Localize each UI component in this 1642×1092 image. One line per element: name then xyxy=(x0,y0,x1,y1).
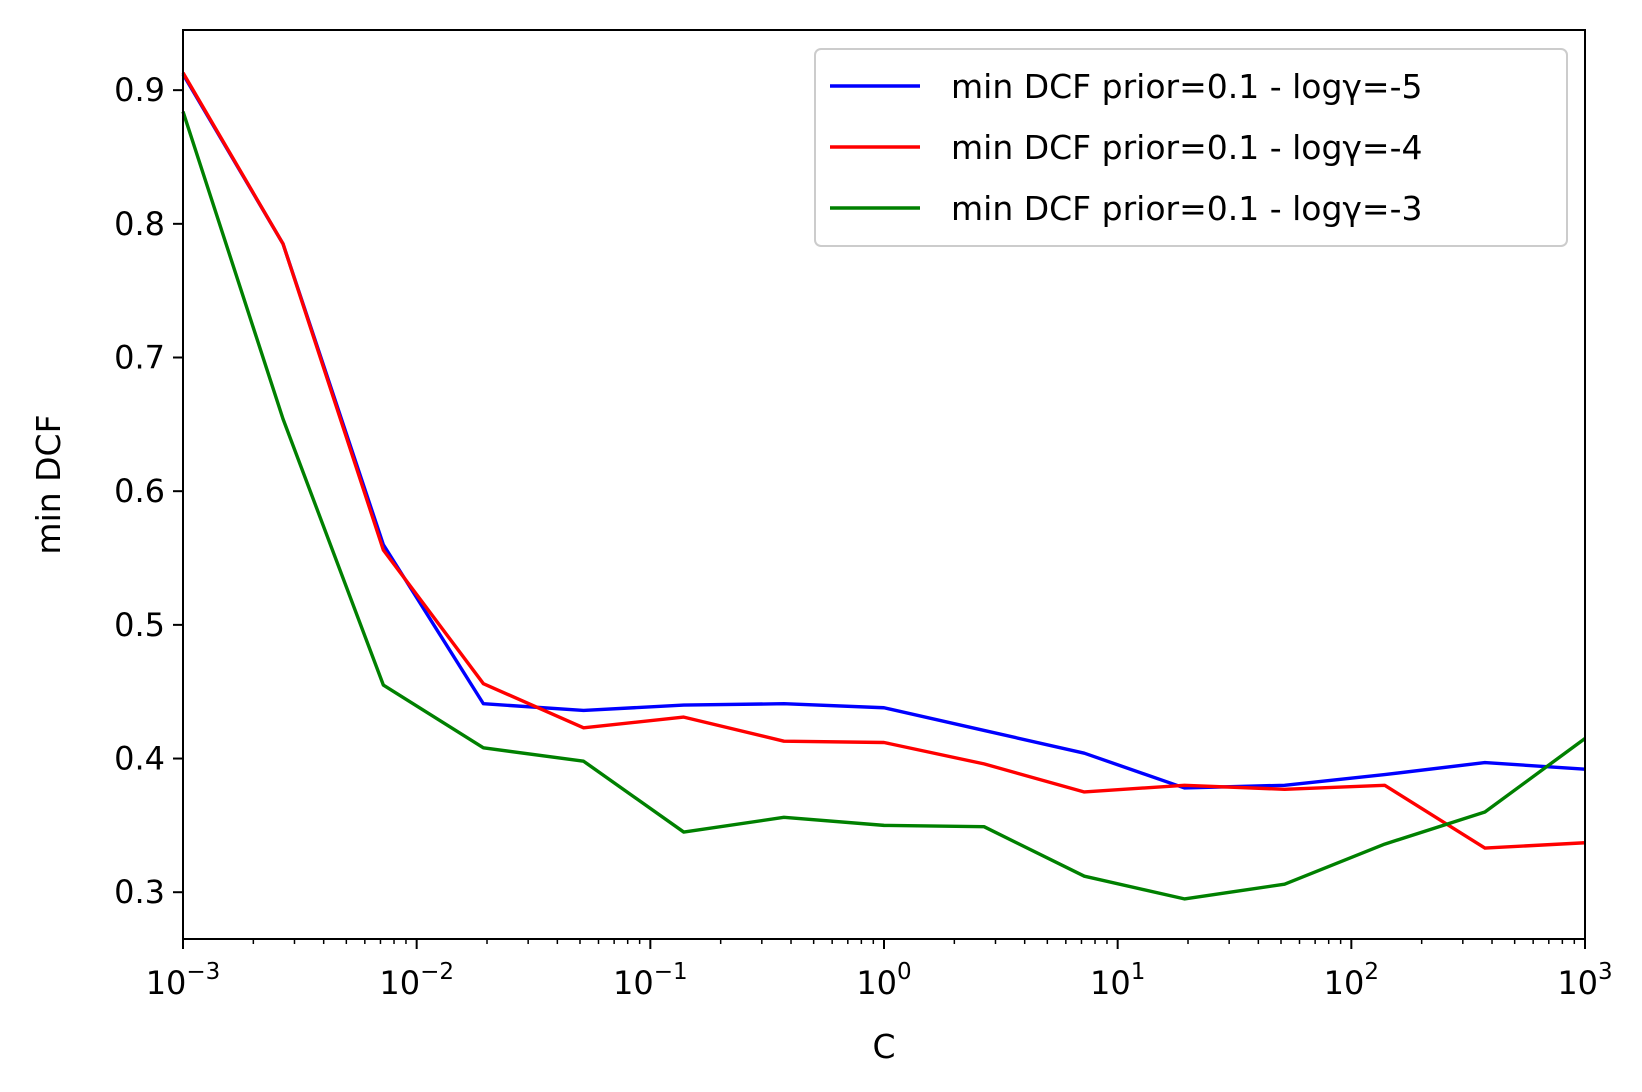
x-tick-label: 10−2 xyxy=(379,959,454,1002)
y-tick-label: 0.9 xyxy=(114,71,165,109)
x-tick-label: 10−3 xyxy=(146,959,221,1002)
series-line-2 xyxy=(181,71,1586,850)
x-tick-base: 10 xyxy=(856,964,897,1002)
y-tick-label: 0.3 xyxy=(114,873,165,911)
y-tick-label: 0.5 xyxy=(114,606,165,644)
x-axis: 10−3 10−2 10−1 100 101 102 103 xyxy=(146,939,1613,1002)
legend: min DCF prior=0.1 - logγ=-5 min DCF prior… xyxy=(814,48,1568,247)
y-tick-label: 0.6 xyxy=(114,472,165,510)
y-tick-label: 0.7 xyxy=(114,339,165,377)
x-tick-label: 102 xyxy=(1324,959,1379,1002)
y-tick-label: 0.4 xyxy=(114,740,165,778)
x-tick-label: 100 xyxy=(856,959,911,1002)
x-tick-base: 10 xyxy=(613,964,654,1002)
x-tick-base: 10 xyxy=(379,964,420,1002)
x-tick-exponent: 3 xyxy=(1598,959,1613,985)
series-line-1 xyxy=(181,73,1586,790)
y-axis: 0.3 0.4 0.5 0.6 0.7 0.8 0.9 xyxy=(114,71,183,911)
x-tick-label: 101 xyxy=(1090,959,1145,1002)
x-tick-base: 10 xyxy=(1324,964,1365,1002)
legend-box xyxy=(814,48,1568,247)
legend-label: min DCF prior=0.1 - logγ=-5 xyxy=(951,67,1423,106)
x-tick-exponent: 2 xyxy=(1364,959,1379,985)
x-tick-exponent: −3 xyxy=(186,959,220,985)
x-tick-exponent: −1 xyxy=(654,959,688,985)
x-tick-base: 10 xyxy=(146,964,187,1002)
y-axis-label: min DCF xyxy=(29,414,68,554)
y-tick-label: 0.8 xyxy=(114,205,165,243)
x-axis-label: C xyxy=(872,1027,895,1066)
x-tick-exponent: 0 xyxy=(897,959,912,985)
x-tick-base: 10 xyxy=(1090,964,1131,1002)
series-layer xyxy=(181,71,1587,901)
x-tick-label: 10−1 xyxy=(613,959,688,1002)
series-line-3 xyxy=(181,111,1587,901)
x-tick-exponent: −2 xyxy=(420,959,454,985)
legend-label: min DCF prior=0.1 - logγ=-4 xyxy=(951,128,1423,167)
x-tick-label: 103 xyxy=(1557,959,1612,1002)
x-tick-base: 10 xyxy=(1557,964,1598,1002)
legend-label: min DCF prior=0.1 - logγ=-3 xyxy=(951,189,1423,228)
x-tick-exponent: 1 xyxy=(1131,959,1146,985)
